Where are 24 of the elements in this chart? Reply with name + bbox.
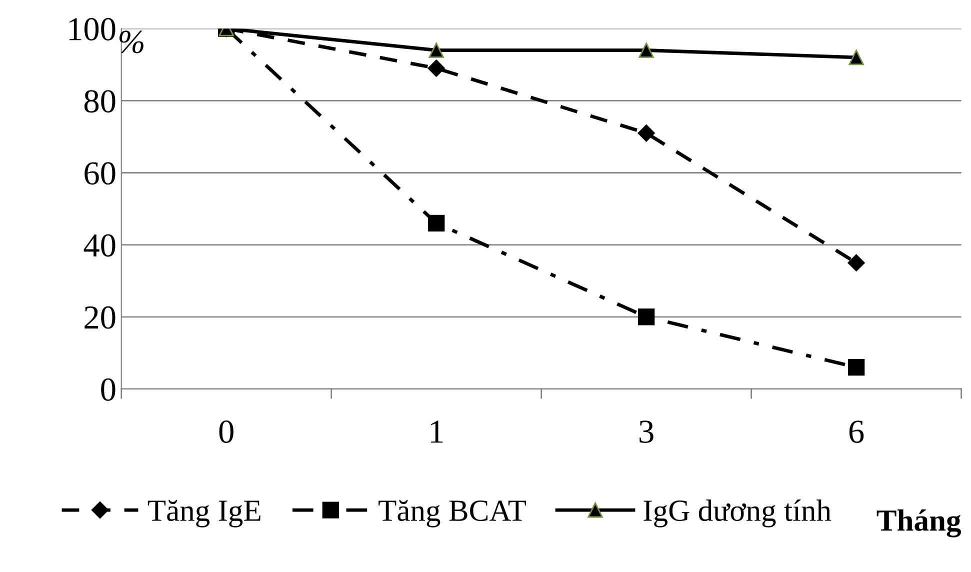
point xyxy=(848,359,865,376)
point xyxy=(428,60,445,77)
y-tick-label: 60 xyxy=(84,162,116,185)
legend-label: Tăng BCAT xyxy=(378,500,526,528)
point xyxy=(638,308,655,326)
point xyxy=(428,214,445,232)
y-tick-label: 40 xyxy=(84,234,116,257)
y-tick-label: 0 xyxy=(101,378,116,401)
x-tick-label: 0 xyxy=(219,420,234,443)
point xyxy=(848,50,864,66)
x-tick-label: 6 xyxy=(849,420,864,443)
y-tick-label: 80 xyxy=(84,90,116,113)
y-tick-label: 100 xyxy=(69,18,116,40)
x-axis-title: Tháng xyxy=(876,509,961,538)
point xyxy=(428,42,444,58)
point xyxy=(638,124,655,142)
legend-label: IgG dương tính xyxy=(644,500,832,528)
y-tick-label: 20 xyxy=(84,306,116,329)
y-axis-title: % xyxy=(119,30,144,54)
x-tick-label: 1 xyxy=(430,420,443,443)
legend-label: Tăng IgE xyxy=(148,500,260,528)
x-tick-label: 3 xyxy=(640,420,654,443)
point xyxy=(638,42,654,58)
point xyxy=(848,254,865,272)
